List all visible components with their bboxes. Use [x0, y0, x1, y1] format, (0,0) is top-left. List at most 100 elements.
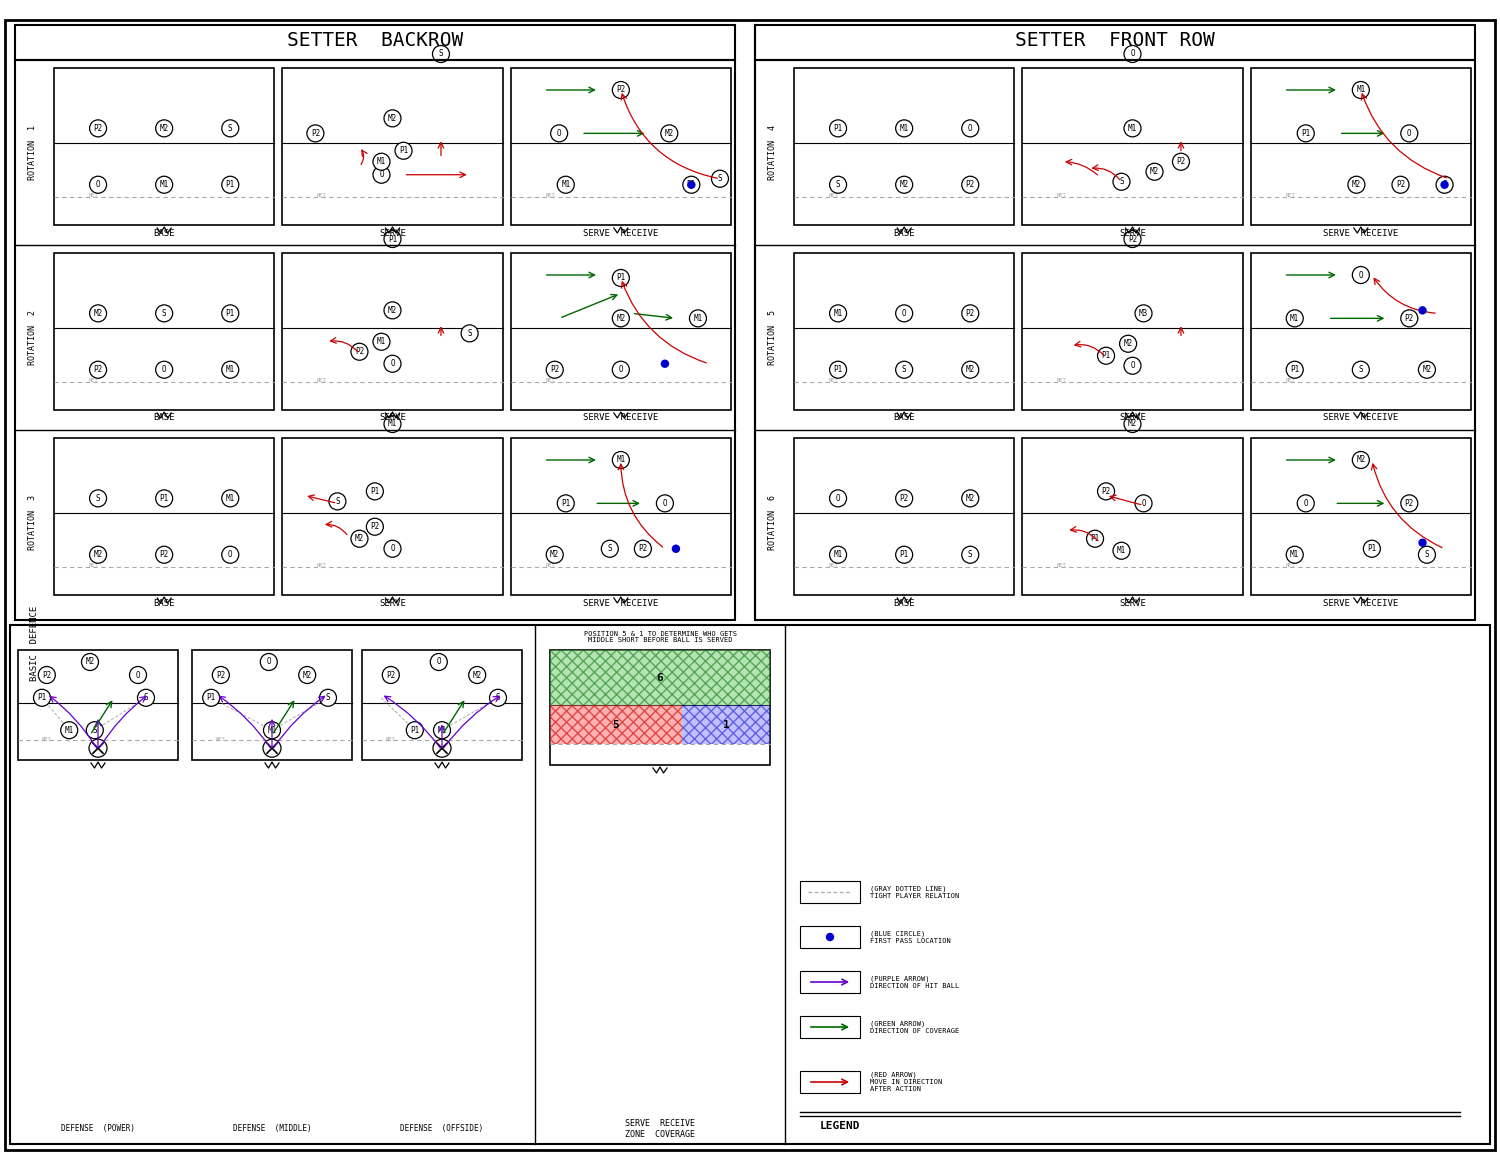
- Text: O: O: [1359, 270, 1364, 279]
- Circle shape: [672, 545, 680, 552]
- Circle shape: [222, 490, 238, 506]
- Bar: [54, 438, 274, 595]
- Text: SERVE  RECEIVE: SERVE RECEIVE: [1323, 598, 1398, 607]
- Text: S: S: [93, 726, 98, 735]
- Text: O: O: [556, 129, 561, 138]
- Text: P1: P1: [370, 487, 380, 496]
- Text: M1: M1: [616, 455, 626, 465]
- Text: S: S: [96, 494, 100, 503]
- Text: P1: P1: [561, 498, 570, 508]
- Text: SERVE: SERVE: [1119, 598, 1146, 607]
- Text: P2: P2: [550, 365, 560, 374]
- Text: POSITION 5 & 1 TO DETERMINE WHO GETS
MIDDLE SHORT BEFORE BALL IS SERVED: POSITION 5 & 1 TO DETERMINE WHO GETS MID…: [584, 630, 736, 643]
- Text: SERVE: SERVE: [1119, 414, 1146, 423]
- Circle shape: [1298, 125, 1314, 141]
- Circle shape: [1419, 307, 1426, 314]
- Circle shape: [827, 933, 834, 940]
- Circle shape: [558, 176, 574, 194]
- Circle shape: [1419, 362, 1436, 378]
- Bar: [800, 926, 859, 948]
- Text: SERVE  RECEIVE: SERVE RECEIVE: [584, 228, 658, 238]
- Text: NET: NET: [386, 737, 396, 742]
- Text: O: O: [618, 365, 622, 374]
- Text: P2: P2: [1101, 487, 1110, 496]
- Text: M1: M1: [388, 420, 398, 429]
- Text: P1: P1: [399, 146, 408, 155]
- Text: M2: M2: [550, 551, 560, 560]
- Circle shape: [264, 722, 280, 738]
- Text: NET: NET: [1058, 563, 1066, 568]
- Text: S: S: [162, 308, 166, 318]
- Text: P2: P2: [356, 348, 364, 356]
- Circle shape: [962, 490, 980, 506]
- Text: NET: NET: [216, 737, 225, 742]
- Circle shape: [90, 305, 106, 322]
- Circle shape: [222, 362, 238, 378]
- Text: M2: M2: [86, 657, 94, 666]
- Text: P2: P2: [1176, 158, 1185, 166]
- Bar: [510, 68, 730, 225]
- Text: S: S: [608, 545, 612, 553]
- Text: P2: P2: [216, 671, 225, 679]
- Bar: [550, 705, 682, 744]
- Text: P1: P1: [616, 274, 626, 283]
- Circle shape: [468, 666, 486, 684]
- Text: O: O: [1142, 498, 1146, 508]
- Text: M2: M2: [966, 494, 975, 503]
- Circle shape: [138, 690, 154, 706]
- Circle shape: [1136, 495, 1152, 512]
- Text: O: O: [663, 498, 668, 508]
- Circle shape: [1098, 483, 1114, 500]
- Circle shape: [328, 493, 346, 510]
- Circle shape: [1348, 176, 1365, 194]
- Circle shape: [87, 722, 104, 738]
- Text: P2: P2: [310, 129, 320, 138]
- Text: O: O: [968, 124, 972, 133]
- Text: M1: M1: [1290, 314, 1299, 323]
- Bar: [800, 1016, 859, 1038]
- Circle shape: [830, 176, 846, 194]
- Text: O: O: [380, 170, 384, 180]
- Text: NET: NET: [585, 741, 594, 745]
- Text: ROTATION  6: ROTATION 6: [768, 495, 777, 551]
- Text: (RED ARROW)
MOVE IN DIRECTION
AFTER ACTION: (RED ARROW) MOVE IN DIRECTION AFTER ACTI…: [870, 1072, 942, 1092]
- Text: M2: M2: [1128, 420, 1137, 429]
- Text: M2: M2: [966, 365, 975, 374]
- Text: M2: M2: [1422, 365, 1431, 374]
- Bar: [10, 625, 1490, 1144]
- Text: M2: M2: [93, 551, 102, 560]
- Text: S: S: [438, 50, 444, 58]
- Text: NET: NET: [1286, 563, 1294, 568]
- Circle shape: [1146, 163, 1162, 181]
- Text: M1: M1: [438, 726, 447, 735]
- Circle shape: [129, 666, 147, 684]
- Bar: [794, 68, 1014, 225]
- Circle shape: [1113, 173, 1130, 190]
- Text: O: O: [390, 359, 394, 369]
- Text: M2: M2: [900, 181, 909, 189]
- Text: LEGEND: LEGEND: [821, 1121, 861, 1131]
- Circle shape: [1419, 539, 1426, 546]
- Circle shape: [433, 739, 451, 757]
- Text: NET: NET: [1058, 194, 1066, 198]
- Text: M2: M2: [356, 534, 364, 544]
- Text: NET: NET: [1286, 378, 1294, 384]
- Circle shape: [374, 153, 390, 170]
- Bar: [794, 253, 1014, 410]
- Bar: [682, 705, 770, 744]
- Text: NET: NET: [316, 563, 327, 568]
- Circle shape: [1353, 267, 1370, 284]
- Text: M2: M2: [472, 671, 482, 679]
- Circle shape: [90, 176, 106, 194]
- Text: SERVE  RECEIVE: SERVE RECEIVE: [584, 414, 658, 423]
- Bar: [1023, 253, 1242, 410]
- Bar: [1251, 438, 1472, 595]
- Bar: [15, 60, 735, 620]
- Text: S: S: [495, 693, 501, 702]
- Circle shape: [1136, 305, 1152, 322]
- Circle shape: [1286, 546, 1304, 563]
- Text: (GREEN ARROW)
DIRECTION OF COVERAGE: (GREEN ARROW) DIRECTION OF COVERAGE: [870, 1020, 960, 1034]
- Bar: [1251, 253, 1472, 410]
- Bar: [15, 25, 735, 60]
- Text: O: O: [162, 365, 166, 374]
